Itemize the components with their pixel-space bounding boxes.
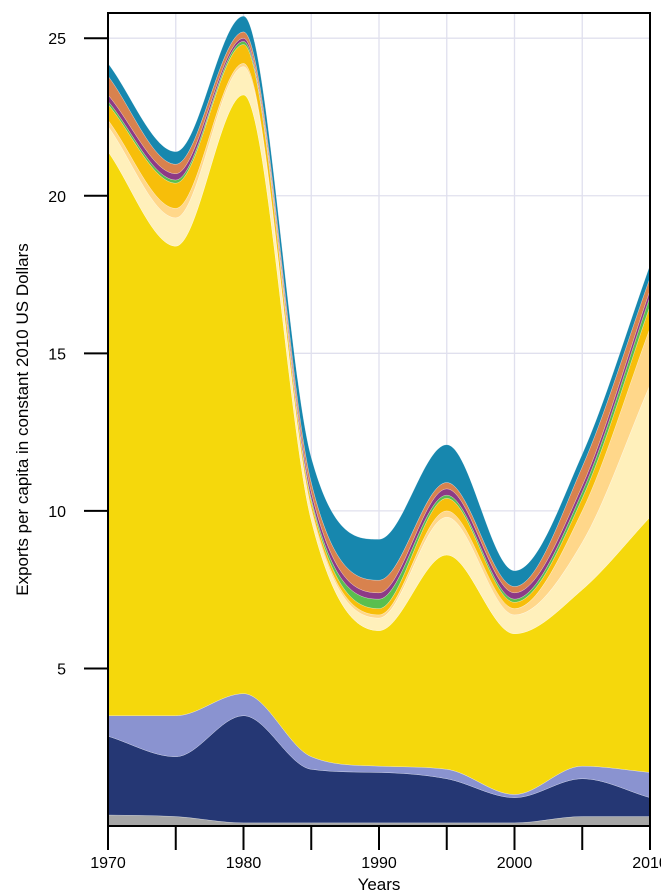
y-axis-title: Exports per capita in constant 2010 US D… bbox=[13, 243, 32, 595]
y-axis: 5 10 15 20 25 bbox=[48, 31, 108, 678]
y-tick-label: 15 bbox=[48, 346, 66, 363]
x-axis-title: Years bbox=[358, 875, 401, 894]
y-tick-label: 20 bbox=[48, 189, 66, 206]
y-tick-label: 5 bbox=[57, 661, 66, 678]
x-tick-label: 2010 bbox=[632, 855, 661, 872]
y-tick-label: 25 bbox=[48, 31, 66, 48]
y-tick-label: 10 bbox=[48, 504, 66, 521]
x-axis: 1970 1980 1990 2000 2010 bbox=[90, 826, 661, 872]
x-tick-label: 1970 bbox=[90, 855, 126, 872]
x-tick-label: 2000 bbox=[497, 855, 533, 872]
x-tick-label: 1990 bbox=[361, 855, 397, 872]
x-tick-label: 1980 bbox=[226, 855, 262, 872]
